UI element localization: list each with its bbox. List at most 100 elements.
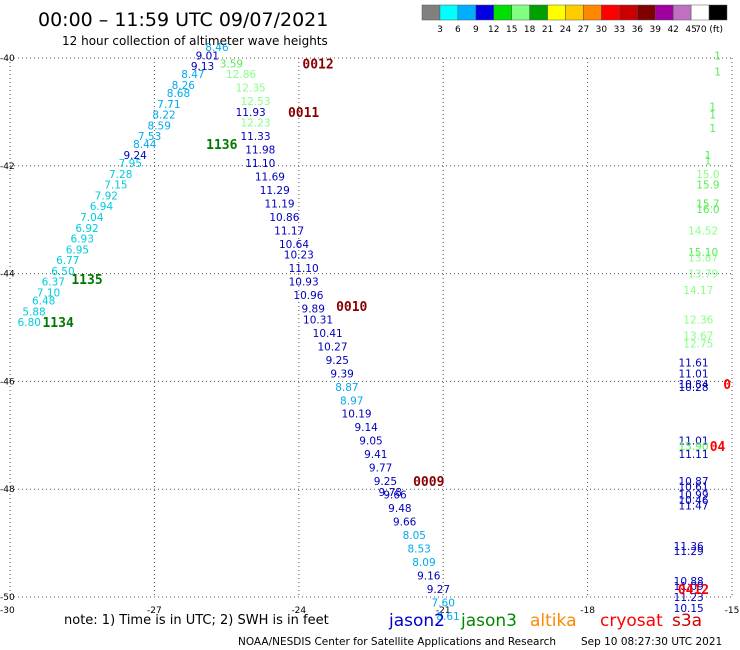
colorbar-swatch <box>493 4 512 21</box>
swh-value: 11.19 <box>265 199 295 211</box>
swh-value: 10.84 <box>678 379 708 391</box>
swh-value: 10.41 <box>313 328 343 340</box>
swh-value: 7.53 <box>138 131 161 143</box>
colorbar-swatch <box>637 4 656 21</box>
swh-value: 9.16 <box>417 570 441 582</box>
swh-value: 11.29 <box>674 546 704 558</box>
swh-value: 10.31 <box>303 314 333 326</box>
time-label: 0412 <box>678 583 709 598</box>
swh-value: 11.17 <box>274 225 304 237</box>
swh-value: 7.92 <box>95 190 118 202</box>
colorbar-label: 33 <box>614 25 625 35</box>
swh-value: 8.26 <box>172 80 196 92</box>
swh-value: 10.96 <box>293 290 323 302</box>
swh-value: 6.37 <box>42 277 65 289</box>
legend-entry: s3a <box>672 611 702 631</box>
time-label: 0009 <box>413 475 444 490</box>
swh-value: 8.61 <box>436 611 459 623</box>
swh-value: 7.28 <box>109 169 132 181</box>
swh-value: 8.46 <box>205 42 229 54</box>
swh-value: 8.53 <box>407 543 430 555</box>
swh-value: 11.93 <box>236 107 266 119</box>
swh-value: 7.04 <box>80 212 104 224</box>
colorbar-label: 30 <box>596 25 608 35</box>
swh-value: 9.78 <box>379 487 402 499</box>
time-labels: 1134 1135 1136 0012 0011 0010 0009 0 04 0412 <box>42 57 731 598</box>
colorbar-label: 18 <box>524 25 536 35</box>
swh-value: 6.93 <box>71 234 94 246</box>
colorbar-swatch <box>619 4 638 21</box>
time-label: 0010 <box>336 300 367 315</box>
swh-value: 8.22 <box>152 110 175 122</box>
swh-value: 10.87 <box>678 476 708 488</box>
swh-value: 10.93 <box>289 277 319 289</box>
colorbar-label: 42 <box>667 25 678 35</box>
x-tick-label: -30 <box>0 606 15 616</box>
swh-value: 9.66 <box>393 517 417 529</box>
y-tick-label: -42 <box>0 162 15 172</box>
colorbar-swatch <box>547 4 566 21</box>
swh-value: 8.97 <box>340 395 363 407</box>
swh-value: 9.89 <box>302 304 325 316</box>
colorbar-label: 15 <box>506 25 517 35</box>
colorbar-swatch <box>708 4 728 21</box>
swh-value: 10.27 <box>317 341 347 353</box>
swh-value: 15.10 <box>688 247 718 259</box>
time-label: 1135 <box>71 273 102 288</box>
swh-value: 7.95 <box>119 158 142 170</box>
colorbar-swatch <box>475 4 495 21</box>
y-tick-label: -40 <box>0 54 15 64</box>
swh-value: 11.11 <box>678 449 708 461</box>
swh-value: 1 <box>705 150 712 162</box>
colorbar-swatch <box>457 4 477 21</box>
swh-value: 9.24 <box>123 150 147 162</box>
time-label: 0011 <box>288 106 319 121</box>
swh-value: 9.25 <box>326 355 349 367</box>
swh-value: 11.01 <box>678 368 708 380</box>
swh-value: 8.47 <box>181 69 204 81</box>
swh-value: 11.09 <box>674 581 704 593</box>
swh-value: 9.27 <box>427 584 450 596</box>
swh-value: 8.59 <box>148 120 171 132</box>
colorbar-label: 24 <box>560 25 572 35</box>
footer-note: note: 1) Time is in UTC; 2) SWH is in fe… <box>64 613 329 628</box>
swh-value: 7.71 <box>157 99 180 111</box>
swh-value: 11.61 <box>678 358 708 370</box>
x-tick-label: -21 <box>436 606 451 616</box>
swh-value: 8.68 <box>167 88 190 100</box>
chart-subtitle: 12 hour collection of altimeter wave hei… <box>62 34 328 48</box>
swh-value: 13.79 <box>688 269 718 281</box>
colorbar-swatch <box>511 4 530 21</box>
colorbar-label: 45 <box>685 25 696 35</box>
swh-value: 12.36 <box>683 314 713 326</box>
swh-value: 5.88 <box>22 306 45 318</box>
swh-value: 14.52 <box>688 225 718 237</box>
swh-value: 12.23 <box>240 118 270 130</box>
swh-value: 9.25 <box>374 476 397 488</box>
swh-value: 11.10 <box>289 263 319 275</box>
colorbar-swatch <box>690 4 710 21</box>
swh-value: 6.95 <box>66 244 89 256</box>
swh-value: 6.94 <box>90 201 114 213</box>
footer-timestamp: Sep 10 08:27:30 UTC 2021 <box>581 636 722 648</box>
swh-value: 1 <box>709 123 716 135</box>
swh-value: 16.0 <box>696 204 719 216</box>
swh-value: 11.98 <box>245 145 275 157</box>
swh-value: 11.69 <box>255 172 285 184</box>
swh-value: 10.86 <box>269 212 299 224</box>
swh-value: 11.29 <box>260 185 290 197</box>
legend-entry: jason3 <box>460 611 517 631</box>
swh-value: 9.05 <box>359 436 382 448</box>
swh-value: 13.87 <box>688 252 718 264</box>
swh-value: 15.7 <box>696 199 719 211</box>
colorbar-swatch <box>421 4 441 21</box>
swh-value: 12.75 <box>683 339 713 351</box>
swh-value: 7.15 <box>104 180 127 192</box>
swh-value: 10.46 <box>678 495 708 507</box>
swh-value: 9.14 <box>354 422 378 434</box>
swh-value: 6.80 <box>18 317 41 329</box>
colorbar-swatch <box>529 4 548 21</box>
swh-value: 10.61 <box>678 482 708 494</box>
legend-entry: jason2 <box>388 611 445 631</box>
